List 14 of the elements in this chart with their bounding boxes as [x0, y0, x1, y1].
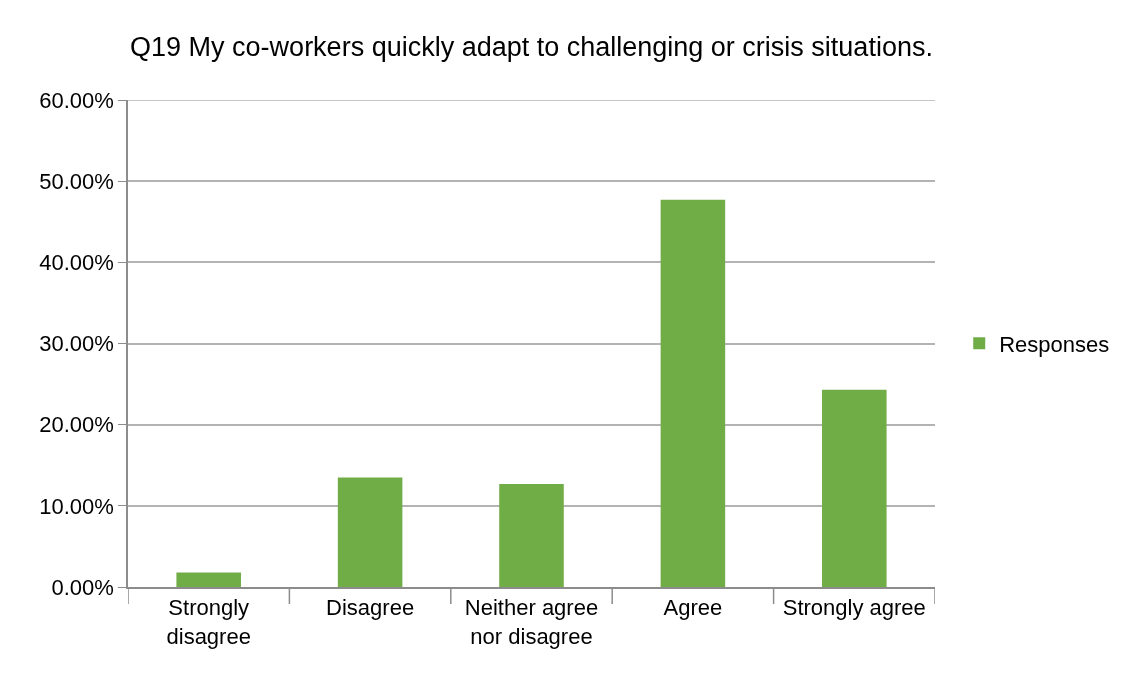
x-tick-label: Strongly disagree	[166, 595, 251, 649]
x-tick-label: Agree	[663, 595, 723, 621]
y-tick-label: 40.00%	[39, 250, 114, 276]
chart-title: Q19 My co-workers quickly adapt to challenging or crisis situations.	[130, 32, 933, 63]
y-tick-label: 0.00%	[51, 574, 114, 600]
x-tick-label: Strongly agree	[782, 595, 926, 621]
y-tick-label: 20.00%	[39, 412, 114, 438]
x-tick-label: Neither agree nor disagree	[464, 595, 599, 649]
x-tick-label: Disagree	[326, 595, 415, 621]
y-tick-label: 50.00%	[39, 168, 114, 194]
legend-label: Responses	[999, 331, 1110, 357]
y-tick-label: 30.00%	[39, 331, 114, 357]
y-tick-label: 10.00%	[39, 493, 114, 519]
y-tick-label: 60.00%	[39, 87, 114, 113]
